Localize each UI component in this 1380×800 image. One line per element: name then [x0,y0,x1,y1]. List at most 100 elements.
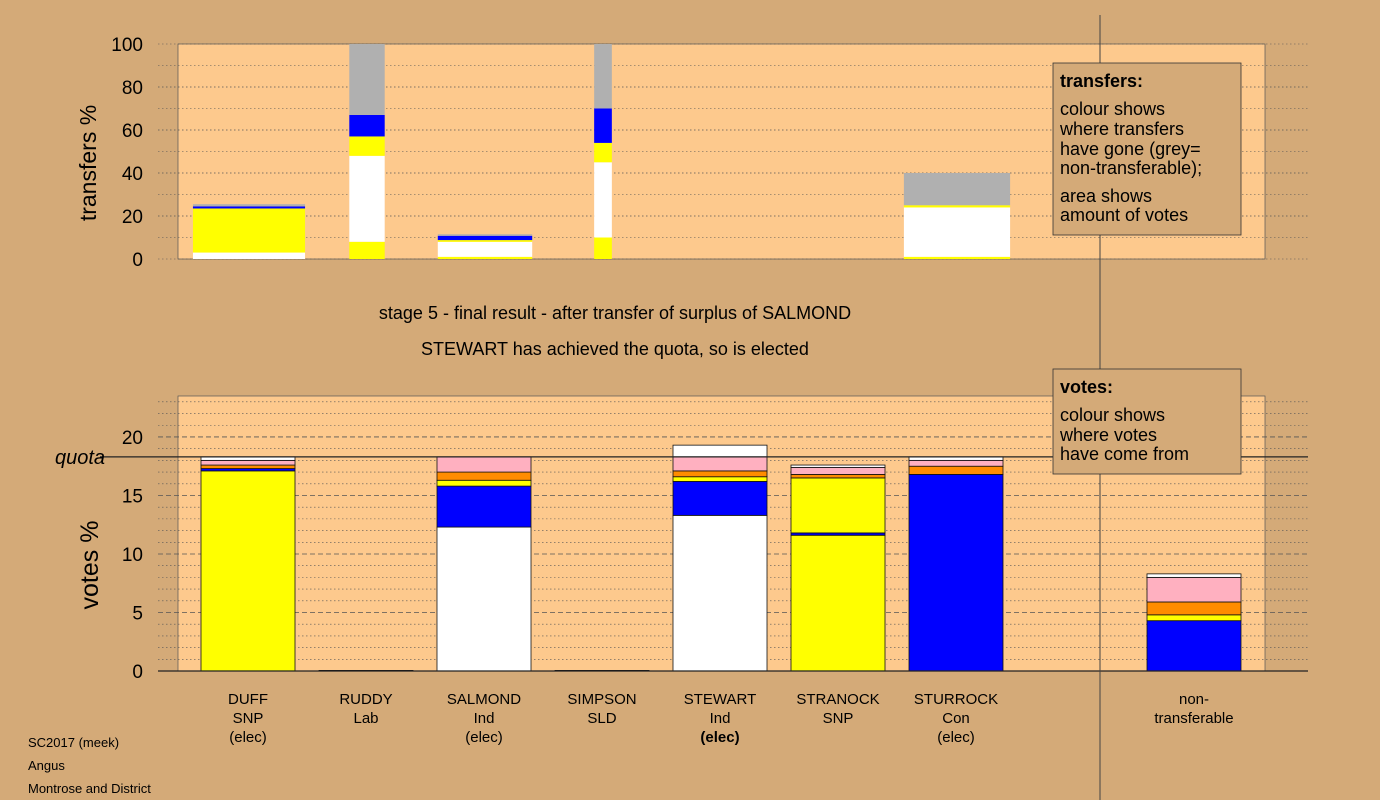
votes-y-axis-label: votes % [76,521,104,610]
votes-y-ticks: 0 5 10 15 20 [122,428,143,683]
votes-bar-segment [790,466,886,475]
votes-bar-segment [200,470,296,672]
candidate-party-label: Con [942,710,970,727]
votes-legend-line: colour shows [1060,405,1165,425]
votes-bar-segment [790,534,886,672]
transfers-y-tick-label: 60 [122,121,143,142]
transfers-y-tick-label: 40 [122,164,143,185]
votes-bar-segment [436,456,532,473]
votes-bar-segment [436,485,532,528]
votes-bar-segment [1146,576,1242,603]
votes-y-tick-label: 5 [132,603,143,624]
votes-bar-segment [436,479,532,487]
candidate-name-label: SIMPSON [567,691,636,708]
stage-heading: stage 5 - final result - after transfer … [379,303,851,323]
candidate-status-label: (elec) [937,729,975,746]
votes-y-tick-label: 20 [122,428,143,449]
candidate-name-label: DUFF [228,691,268,708]
footer-election: SC2017 (meek) [28,735,119,750]
candidate-name-label: SALMOND [447,691,521,708]
candidate-status-label: (elec) [700,729,739,746]
candidate-party-label: SNP [233,710,264,727]
candidate-name-label: STURROCK [914,691,998,708]
votes-bar-segment [1146,601,1242,616]
footer-council: Angus [28,758,65,773]
transfers-y-ticks: 0 20 40 60 80 100 [111,35,143,271]
votes-bar-segment [672,476,768,482]
transfers-bar-segment [192,204,306,207]
transfers-bar-segment [903,207,1011,257]
transfers-legend-line: where transfers [1059,119,1184,139]
votes-bar-segment [908,459,1004,467]
transfers-bar-segment [437,241,533,257]
footer-ward: Montrose and District [28,781,151,796]
transfers-bars [192,44,1011,259]
votes-bar-segment [1146,573,1242,578]
votes-bar-segment [436,526,532,672]
candidate-party-label: Lab [353,710,378,727]
votes-bar-segment [790,474,886,479]
transfers-y-axis-label: transfers % [75,105,101,221]
votes-y-tick-label: 10 [122,545,143,566]
transfers-bar-segment [192,208,306,253]
votes-bars [200,444,1242,672]
transfers-bar-segment [192,206,306,209]
candidate-party-label: transferable [1154,710,1233,727]
votes-bar-segment [672,481,768,516]
votes-legend-title: votes: [1060,377,1113,397]
votes-bar-segment [790,477,886,534]
transfers-legend: transfers: colour shows where transfers … [1052,62,1242,236]
transfers-bar-segment [437,234,533,236]
candidate-status-label: (elec) [465,729,503,746]
votes-bar-segment [908,465,1004,475]
transfers-legend-line: amount of votes [1060,205,1188,225]
quota-label: quota [55,447,105,469]
candidate-labels: DUFF SNP (elec) RUDDY Lab SALMOND Ind (elec) SIM… [228,691,1234,746]
votes-bar-segment [672,470,768,478]
votes-bar-segment [1146,620,1242,672]
votes-legend-line: where votes [1059,425,1157,445]
transfers-bar-segment [349,155,385,242]
transfers-legend-line: non-transferable); [1060,158,1202,178]
votes-bar-segment [672,456,768,472]
elected-heading: STEWART has achieved the quota, so is el… [421,339,809,359]
candidate-status-label: (elec) [229,729,267,746]
votes-legend-line: have come from [1060,444,1189,464]
transfers-bar-segment [594,142,612,163]
transfers-legend-line: area shows [1060,186,1152,206]
votes-y-tick-label: 0 [132,662,143,683]
transfers-legend-line: colour shows [1060,99,1165,119]
transfers-bar-segment [349,114,385,137]
transfers-bar-segment [349,44,385,115]
transfers-bar-segment [903,205,1011,208]
transfers-y-tick-label: 80 [122,78,143,99]
candidate-name-label: STEWART [684,691,757,708]
transfers-bar-segment [903,173,1011,206]
votes-bar-segment [436,471,532,481]
votes-bar-segment [1146,614,1242,622]
transfers-bar-segment [349,241,385,259]
transfers-legend-line: have gone (grey= [1060,139,1201,159]
votes-bar-segment [672,444,768,458]
candidate-name-label: RUDDY [339,691,392,708]
votes-bar-segment [790,464,886,468]
transfers-bar-segment [903,256,1011,259]
transfers-bar-segment [594,162,612,238]
transfers-y-tick-label: 20 [122,207,143,228]
votes-legend: votes: colour shows where votes have com… [1052,368,1242,475]
transfers-bar-segment [349,136,385,156]
candidate-party-label: Ind [474,710,495,727]
transfers-y-tick-label: 0 [132,250,143,271]
transfers-legend-title: transfers: [1060,71,1143,91]
transfers-bar-segment [594,44,612,109]
votes-bar-segment [200,459,296,466]
votes-legend-box [1052,368,1242,475]
votes-bar-segment [200,464,296,469]
transfers-bar-segment [437,256,533,259]
transfers-bar-segment [594,237,612,259]
transfers-bar-segment [192,252,306,259]
transfers-y-tick-label: 100 [111,35,143,56]
candidate-party-label: SNP [823,710,854,727]
candidate-party-label: Ind [710,710,731,727]
